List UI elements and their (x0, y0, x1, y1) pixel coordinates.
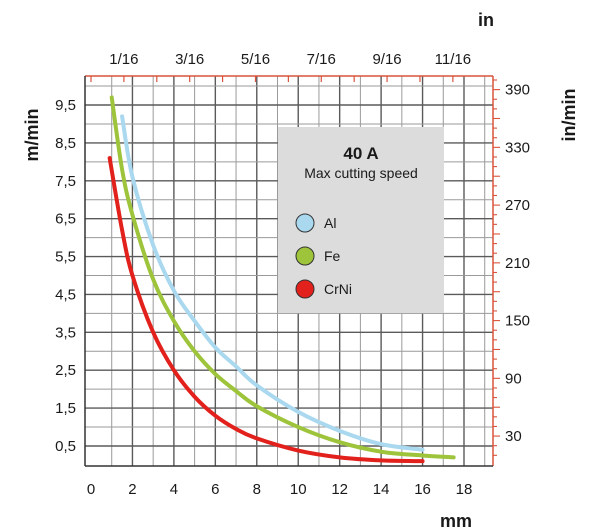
x-tick-label: 16 (414, 481, 431, 498)
legend-box: 40 A Max cutting speed Al Fe CrNi (278, 127, 444, 313)
x-top-tick-label: 3/16 (175, 51, 204, 68)
x-top-tick-label: 1/16 (109, 51, 138, 68)
y-right-tick-label: 210 (505, 255, 530, 272)
x-top-tick-label: 9/16 (372, 51, 401, 68)
axis-borders (84, 75, 500, 467)
y-right-tick-label: 390 (505, 82, 530, 99)
legend-label-fe: Fe (324, 248, 341, 264)
x-top-unit-label: in (478, 10, 494, 30)
x-tick-label: 18 (456, 481, 473, 498)
x-tick-label: 2 (128, 481, 136, 498)
y-tick-label: 3,5 (55, 324, 76, 341)
legend-swatch-crni (295, 279, 315, 299)
legend-swatch-al (295, 213, 315, 233)
x-tick-label: 14 (373, 481, 390, 498)
x-tick-label: 10 (290, 481, 307, 498)
y-tick-label: 5,5 (55, 249, 76, 266)
chart-title: 40 A (343, 144, 378, 163)
x-bottom-unit-label: mm (440, 511, 472, 531)
y-tick-label: 4,5 (55, 286, 76, 303)
x-top-tick-label: 5/16 (241, 51, 270, 68)
y-right-tick-label: 30 (505, 428, 522, 445)
x-top-tick-label: 11/16 (435, 51, 471, 68)
series-line-fe (109, 95, 456, 460)
y-tick-label: 2,5 (55, 362, 76, 379)
y-tick-label: 1,5 (55, 400, 76, 417)
legend-swatch-fe (295, 246, 315, 266)
x-tick-label: 4 (170, 481, 178, 498)
x-tick-label: 0 (87, 481, 95, 498)
series-curves (107, 95, 456, 464)
legend-label-al: Al (324, 215, 336, 231)
x-tick-label: 6 (211, 481, 219, 498)
x-tick-label: 8 (253, 481, 261, 498)
y-right-unit-label: in/min (559, 89, 579, 142)
y-tick-label: 9,5 (55, 97, 76, 114)
y-tick-label: 8,5 (55, 135, 76, 152)
series-line-crni (107, 156, 425, 464)
chart-subtitle: Max cutting speed (304, 165, 418, 181)
legend-label-crni: CrNi (324, 281, 352, 297)
tick-labels: 0 2 4 6 8 10 12 14 16 18 1/16 3/16 5/16 7/16 9/16 11/16… (55, 51, 530, 498)
y-tick-label: 0,5 (55, 438, 76, 455)
y-left-unit-label: m/min (22, 108, 42, 161)
legend-items: Al Fe CrNi (295, 213, 352, 299)
x-tick-label: 12 (331, 481, 348, 498)
y-right-tick-label: 270 (505, 197, 530, 214)
y-right-tick-label: 150 (505, 313, 530, 330)
series-line-al (120, 114, 425, 452)
y-right-tick-label: 90 (505, 370, 522, 387)
y-tick-label: 6,5 (55, 211, 76, 228)
x-top-tick-label: 7/16 (307, 51, 336, 68)
y-tick-label: 7,5 (55, 173, 76, 190)
y-right-tick-label: 330 (505, 139, 530, 156)
